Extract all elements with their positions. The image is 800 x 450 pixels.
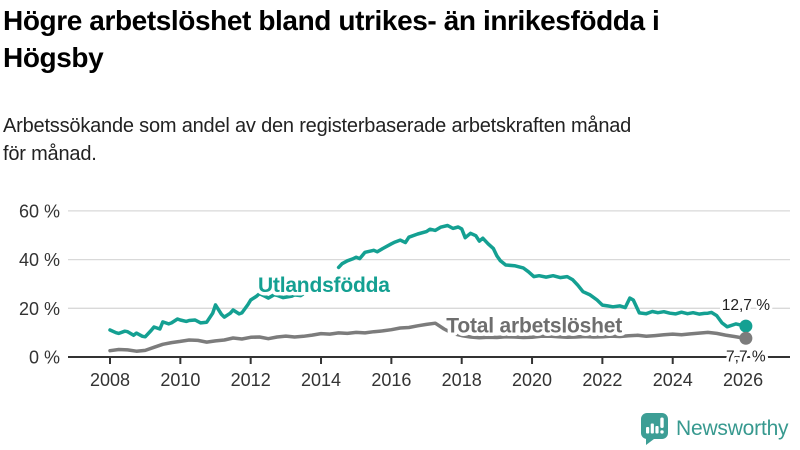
y-tick-label: 40 %: [19, 250, 60, 270]
end-dot-utlandsfodda: [739, 319, 753, 333]
x-tick-label: 2024: [653, 370, 693, 390]
newsworthy-logo[interactable]: Newsworthy: [641, 413, 789, 445]
x-tick-label: 2020: [512, 370, 552, 390]
x-tick-label: 2016: [371, 370, 411, 390]
newsworthy-icon: [641, 413, 668, 445]
newsworthy-wordmark: Newsworthy: [676, 417, 789, 440]
end-value-label-total: 7,7 %: [726, 349, 766, 366]
y-tick-label: 60 %: [19, 201, 60, 221]
chart-subtitle: Arbetssökande som andel av den registerb…: [3, 115, 632, 165]
x-tick-label: 2008: [90, 370, 130, 390]
series-line-total: [108, 321, 748, 353]
series-label-utlandsfodda: Utlandsfödda: [258, 274, 390, 297]
unemployment-line-chart: 2008 2010 2012 2014 2016 2018 2020 2022 2024 2026…: [19, 201, 790, 390]
x-tick-label: 2018: [442, 370, 482, 390]
y-tick-label: 0 %: [29, 348, 60, 368]
series-label-total: Total arbetslöshet: [446, 315, 622, 338]
x-tick-label: 2010: [160, 370, 200, 390]
x-tick-label: 2022: [582, 370, 622, 390]
chart-title: Högre arbetslöshet bland utrikes- än inr…: [3, 5, 660, 73]
end-dot-total: [739, 331, 753, 345]
series-line-utlandsfodda: [108, 223, 748, 339]
x-tick-label: 2014: [301, 370, 341, 390]
x-tick-label: 2012: [231, 370, 271, 390]
x-tick-label: 2026: [723, 370, 763, 390]
y-tick-label: 20 %: [19, 299, 60, 319]
end-value-label-utlandsfodda: 12,7 %: [722, 297, 770, 314]
